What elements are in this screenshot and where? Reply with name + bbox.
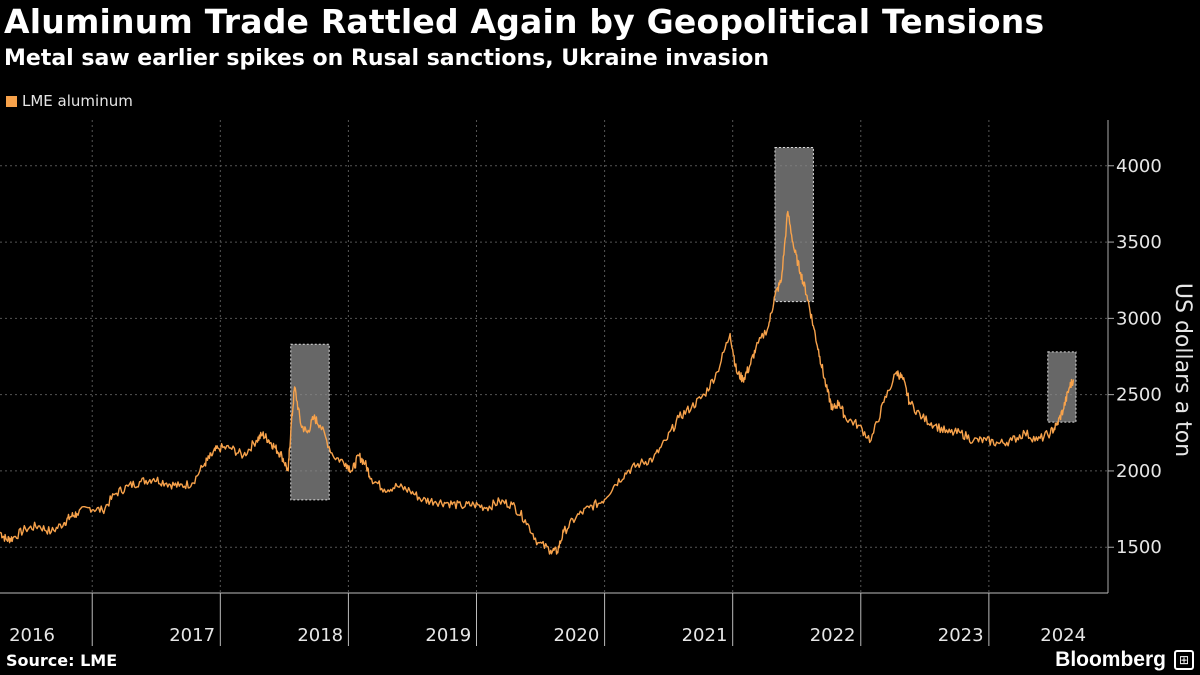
x-axis: 2016 2017 2018 2019 2020 2021 2022 2023 2024 <box>0 592 1108 646</box>
legend-swatch <box>6 95 17 107</box>
source-note: Source: LME <box>6 651 118 670</box>
bloomberg-logo-icon: ⊞ <box>1174 650 1194 670</box>
x-tick-label: 2019 <box>425 625 471 646</box>
y-tick-label: 3000 <box>1116 308 1162 329</box>
x-tick-label: 2022 <box>810 625 856 646</box>
highlight-layer <box>290 146 1077 501</box>
x-tick-label: 2024 <box>1040 625 1086 646</box>
y-tick-label: 1500 <box>1116 537 1162 558</box>
x-tick-label: 2020 <box>554 625 600 646</box>
y-tick-label: 4000 <box>1116 156 1162 177</box>
y-tick-label: 3500 <box>1116 232 1162 253</box>
highlight-box <box>290 343 330 501</box>
series-layer <box>0 210 1075 555</box>
x-tick-label: 2017 <box>169 625 215 646</box>
x-tick-label: 2023 <box>938 625 984 646</box>
y-axis: 1500 2000 2500 3000 3500 4000 <box>1107 120 1162 593</box>
highlight-box <box>774 146 814 303</box>
y-tick-label: 2000 <box>1116 461 1162 482</box>
chart-legend: LME aluminum <box>6 92 133 110</box>
legend-label: LME aluminum <box>22 92 133 110</box>
x-tick-label: 2018 <box>297 625 343 646</box>
grid-layer <box>0 120 1108 593</box>
chart-title: Aluminum Trade Rattled Again by Geopolit… <box>4 2 1045 41</box>
y-tick-label: 2500 <box>1116 385 1162 406</box>
chart-subtitle: Metal saw earlier spikes on Rusal sancti… <box>4 46 770 71</box>
x-tick-label: 2016 <box>9 625 55 646</box>
brand-wordmark: Bloomberg <box>1055 648 1166 671</box>
x-tick-label: 2021 <box>682 625 728 646</box>
series-line-lme-aluminum <box>0 210 1075 555</box>
y-axis-title: US dollars a ton <box>1170 283 1195 457</box>
